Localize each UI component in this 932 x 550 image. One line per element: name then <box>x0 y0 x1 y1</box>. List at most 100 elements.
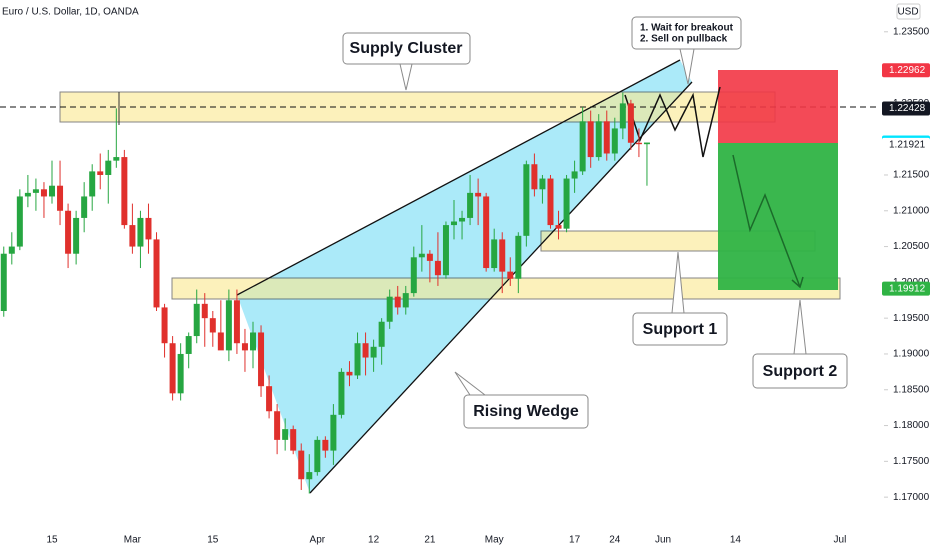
candle-body <box>467 192 474 218</box>
candle-body <box>539 178 546 190</box>
y-tick-label: 1.18500 <box>893 384 930 395</box>
candle-body <box>314 439 321 473</box>
callout-text: Rising Wedge <box>473 403 579 420</box>
candle-body <box>24 192 31 197</box>
candle-body <box>555 225 562 229</box>
candle-body <box>241 343 248 351</box>
y-tick-label: 1.19000 <box>893 349 930 360</box>
price-label: 1.22428 <box>889 103 926 114</box>
price-label-box <box>882 281 930 296</box>
candle-body <box>193 303 200 337</box>
candle-body <box>177 353 184 394</box>
note-text: 2. Sell on pullback <box>640 34 728 45</box>
candle-body <box>258 332 265 387</box>
candle-body <box>129 225 136 247</box>
callout-text: Support 2 <box>763 363 838 380</box>
wedge-lower <box>309 81 693 494</box>
candle-body <box>362 343 369 358</box>
drawings <box>0 59 880 494</box>
candle-body <box>563 178 570 229</box>
candle-body <box>145 217 152 240</box>
y-tick-label: 1.17000 <box>893 492 930 503</box>
y-tick-label: 1.23500 <box>893 26 930 37</box>
candle-body <box>322 439 329 451</box>
x-tick-label: Jul <box>834 535 847 546</box>
candle-body <box>137 217 144 247</box>
candle-body <box>603 121 610 154</box>
candle-body <box>483 196 490 269</box>
candle-body <box>113 157 120 161</box>
candle-body <box>153 239 160 308</box>
candle-body <box>225 300 232 351</box>
candle-body <box>16 196 23 247</box>
candle-body <box>330 414 337 451</box>
candle-body <box>587 121 594 158</box>
candle-body <box>298 450 305 480</box>
y-tick-label: 1.20500 <box>893 241 930 252</box>
candles <box>0 92 650 494</box>
candle-body <box>282 429 289 440</box>
candle-body <box>250 332 256 351</box>
candle-body <box>442 225 449 276</box>
candle-body <box>8 246 15 254</box>
candle-body <box>57 185 64 211</box>
price-label: 1.22962 <box>889 65 926 76</box>
price-label-box <box>882 137 930 152</box>
x-tick-label: 21 <box>424 535 436 546</box>
candle-body <box>233 300 240 344</box>
candle-body <box>40 189 47 197</box>
candle-body <box>635 142 642 145</box>
candle-body <box>643 142 650 145</box>
y-tick-label: 1.21000 <box>893 205 930 216</box>
candle-body <box>266 386 273 412</box>
x-tick-label: 24 <box>609 535 621 546</box>
candle-body <box>32 189 39 193</box>
x-tick-label: 15 <box>46 535 58 546</box>
candle-body <box>611 128 618 154</box>
candle-body <box>507 271 514 279</box>
projection <box>732 154 801 288</box>
callout-text: Supply Cluster <box>350 40 463 57</box>
candle-body <box>378 321 385 347</box>
candle-body <box>338 371 345 415</box>
target-zone <box>718 143 838 290</box>
x-tick-label: 15 <box>207 535 219 546</box>
candle-body <box>0 253 7 312</box>
candle-body <box>185 336 192 354</box>
candle-body <box>418 253 425 258</box>
candle-body <box>346 371 353 376</box>
candle-body <box>169 343 176 394</box>
candle-body <box>89 171 96 197</box>
candle-body <box>402 293 409 308</box>
candle-body <box>394 296 401 308</box>
callout-pointer <box>793 299 807 355</box>
x-tick-label: 12 <box>368 535 380 546</box>
stop-zone <box>718 70 838 143</box>
x-tick-label: Apr <box>310 535 326 546</box>
candle-body <box>499 239 506 272</box>
y-tick-label: 1.19500 <box>893 313 930 324</box>
y-tick-label: 1.21500 <box>893 170 930 181</box>
callout-pointer <box>671 251 685 314</box>
candle-body <box>475 192 482 197</box>
candle-body <box>491 239 498 269</box>
candle-body <box>81 196 88 218</box>
axes: 1.17000 1.17500 1.18000 1.18500 1.19000 1.195… <box>46 26 930 546</box>
candle-body <box>274 411 281 440</box>
price-label: 1.21921 <box>889 139 926 150</box>
candle-body <box>65 210 72 254</box>
candle-body <box>579 121 586 172</box>
chart-title: Euro / U.S. Dollar, 1D, OANDA <box>2 7 139 18</box>
candle-body <box>73 217 80 254</box>
candle-body <box>306 472 313 480</box>
callouts: Supply Cluster Rising Wedge Support 1 Su… <box>342 16 848 429</box>
candle-body <box>161 307 168 344</box>
wedge-fill <box>237 60 692 493</box>
candle-body <box>386 296 393 322</box>
candle-body <box>547 178 554 226</box>
price-label-box <box>882 63 930 78</box>
candle-body <box>515 235 522 279</box>
candle-body <box>49 185 55 197</box>
callout-box <box>752 353 848 389</box>
x-tick-label: 14 <box>730 535 742 546</box>
